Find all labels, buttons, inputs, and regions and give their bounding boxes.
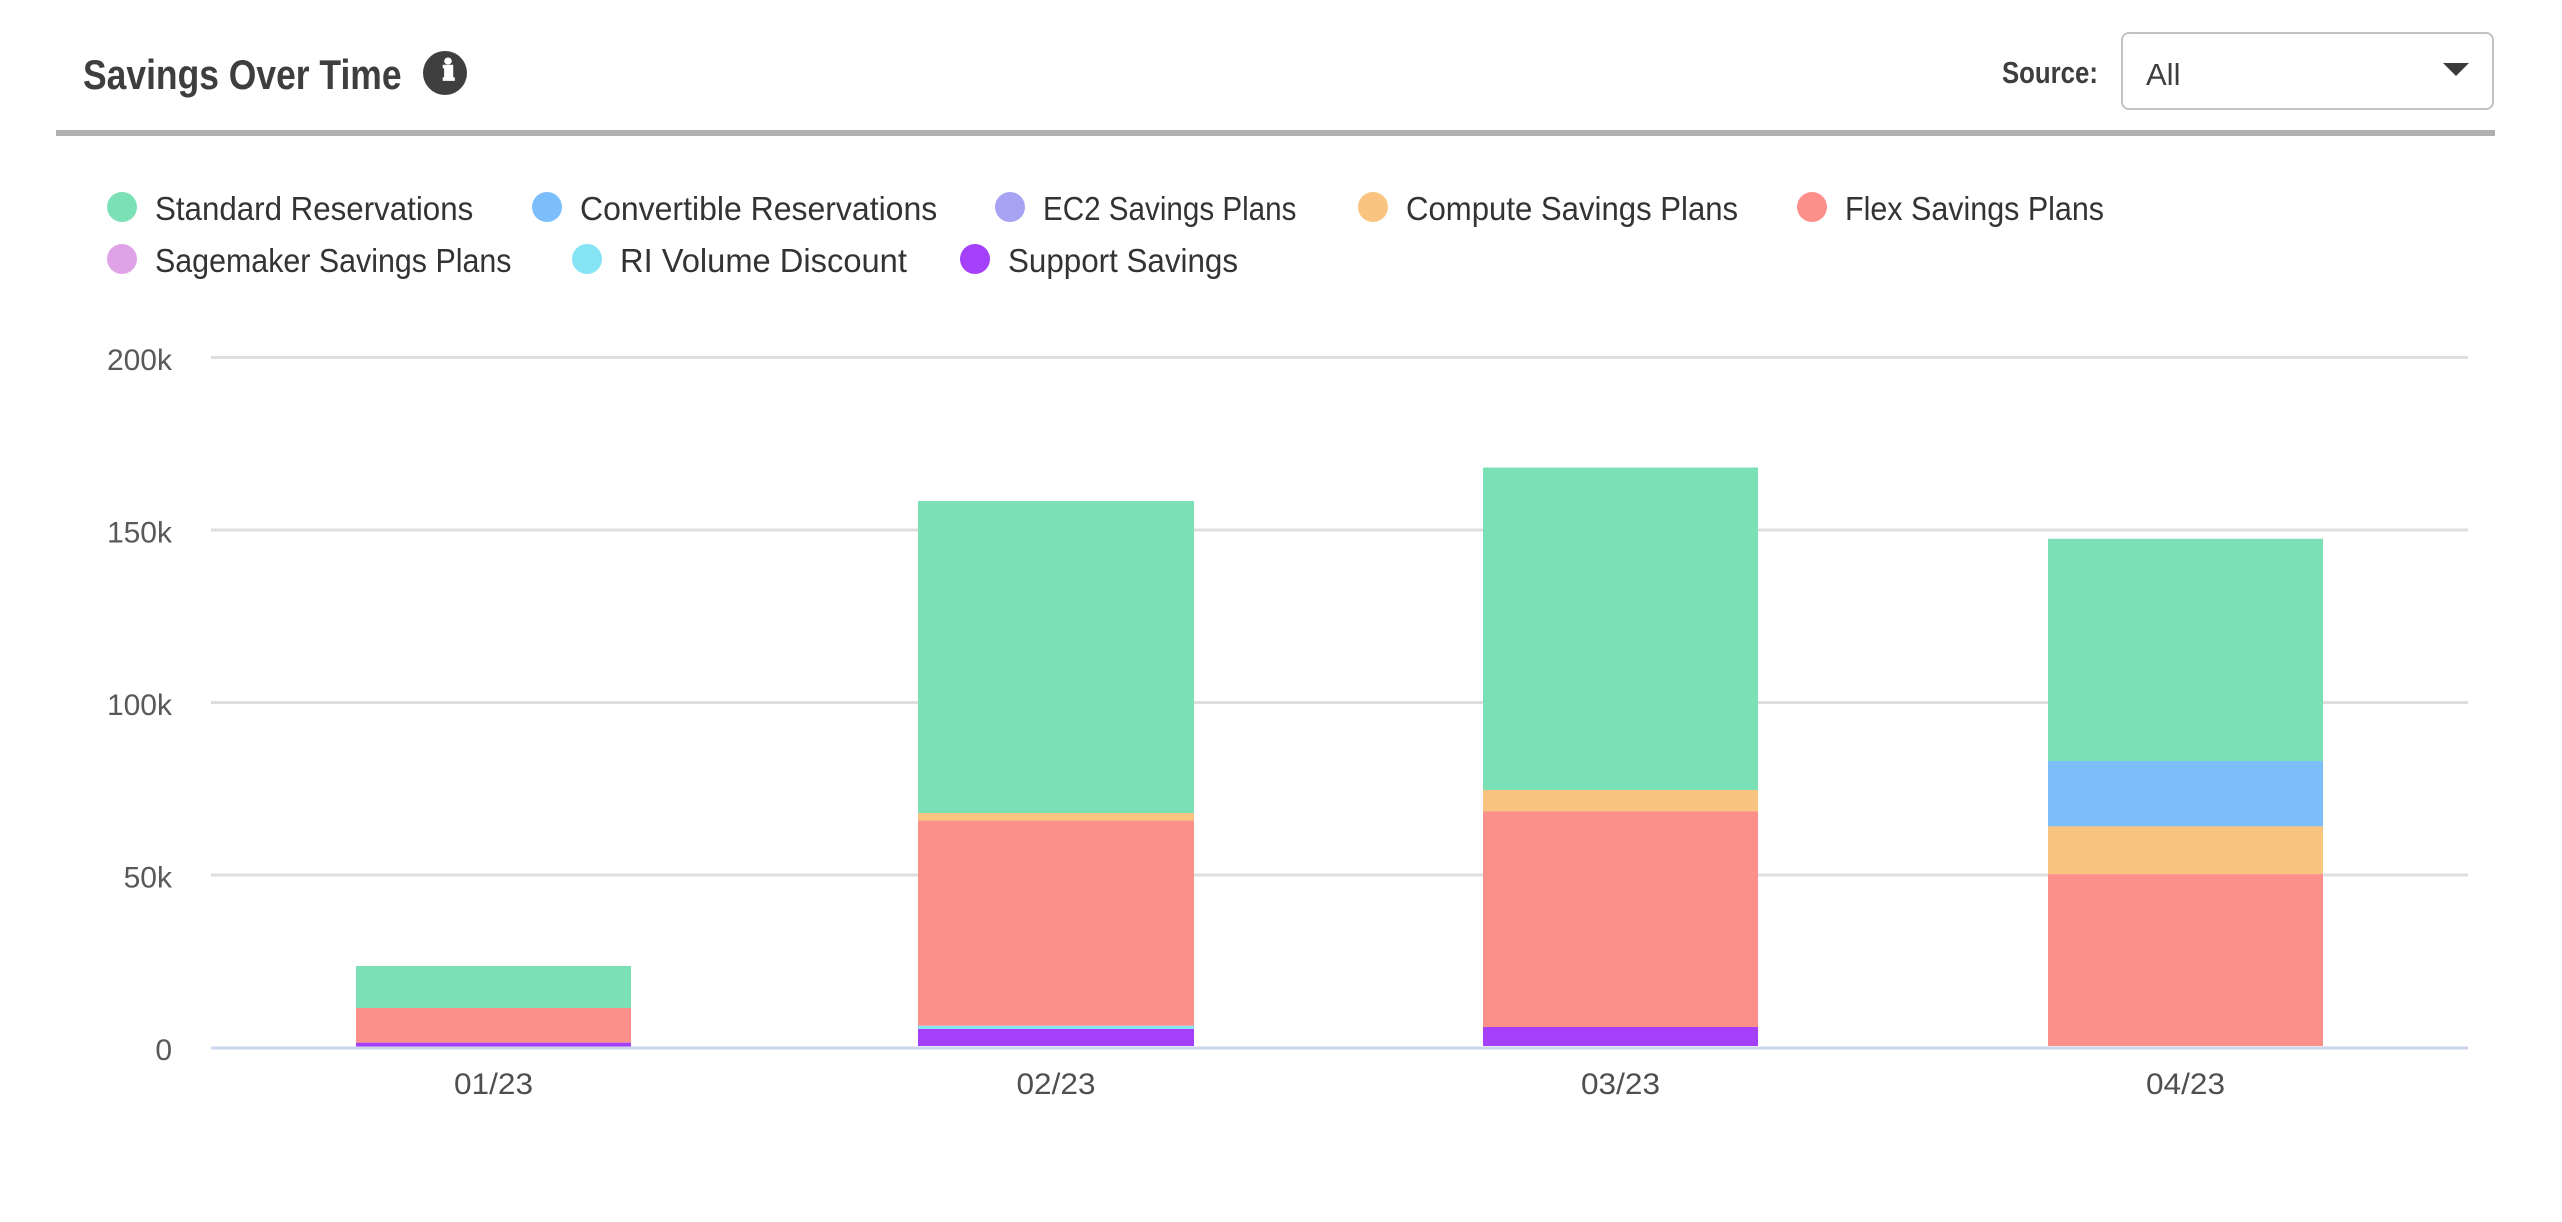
svg-text:01/23: 01/23 xyxy=(454,1068,533,1101)
svg-text:200k: 200k xyxy=(107,344,173,377)
svg-text:150k: 150k xyxy=(107,517,173,550)
svg-text:100k: 100k xyxy=(107,689,173,722)
svg-text:03/23: 03/23 xyxy=(1581,1068,1660,1101)
svg-text:50k: 50k xyxy=(124,862,173,895)
svg-text:0: 0 xyxy=(155,1034,172,1067)
svg-text:02/23: 02/23 xyxy=(1017,1068,1096,1101)
svg-text:04/23: 04/23 xyxy=(2146,1068,2225,1101)
